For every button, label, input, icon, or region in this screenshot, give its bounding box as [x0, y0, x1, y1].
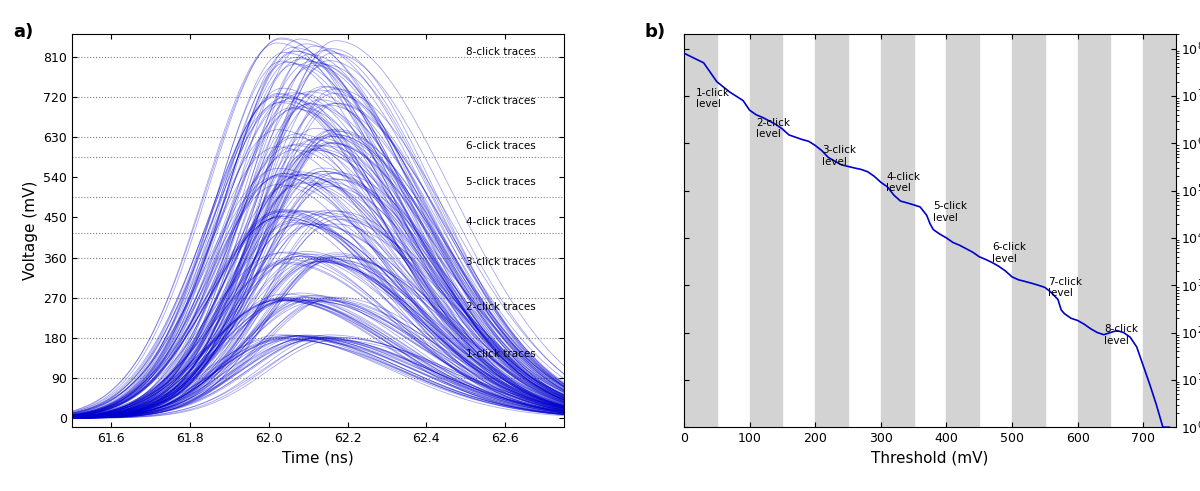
Bar [750, 34, 782, 427]
Text: 6-click
level: 6-click level [992, 243, 1026, 264]
Text: 7-click
level: 7-click level [1048, 277, 1082, 299]
Text: 8-click traces: 8-click traces [466, 47, 535, 57]
X-axis label: Time (ns): Time (ns) [282, 451, 354, 465]
Text: 1-click
level: 1-click level [696, 87, 730, 109]
X-axis label: Threshold (mV): Threshold (mV) [871, 451, 989, 465]
Bar [1078, 34, 1110, 427]
Bar [684, 34, 716, 427]
Text: 3-click traces: 3-click traces [466, 257, 535, 267]
Bar [815, 34, 848, 427]
Text: 3-click
level: 3-click level [822, 145, 856, 167]
Text: 1-click traces: 1-click traces [466, 349, 535, 358]
Text: 8-click
level: 8-click level [1104, 324, 1138, 346]
Text: 5-click
level: 5-click level [934, 201, 967, 223]
Y-axis label: Voltage (mV): Voltage (mV) [23, 181, 37, 280]
Text: 2-click
level: 2-click level [756, 117, 790, 139]
Bar [1144, 34, 1176, 427]
Bar [1012, 34, 1045, 427]
Text: 6-click traces: 6-click traces [466, 141, 535, 151]
Text: 4-click
level: 4-click level [886, 172, 920, 193]
Text: 7-click traces: 7-click traces [466, 96, 535, 107]
Text: 2-click traces: 2-click traces [466, 301, 535, 312]
Text: 4-click traces: 4-click traces [466, 217, 535, 227]
Text: b): b) [644, 23, 666, 41]
Text: a): a) [13, 23, 34, 41]
Bar [881, 34, 913, 427]
Text: 5-click traces: 5-click traces [466, 177, 535, 187]
Bar [947, 34, 979, 427]
